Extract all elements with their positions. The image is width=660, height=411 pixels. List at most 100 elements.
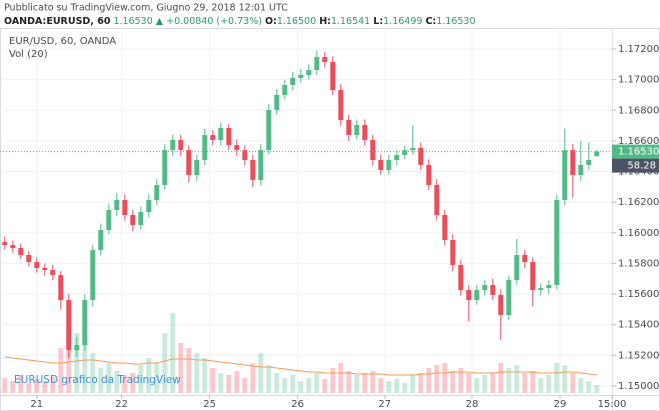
volume-bar (82, 338, 88, 393)
volume-bar (186, 348, 192, 393)
volume-bar (242, 378, 248, 393)
candle-body (482, 285, 488, 291)
last-price: 1.16530 (113, 16, 152, 27)
volume-bar (434, 365, 440, 393)
candle-body (162, 150, 168, 186)
volume-bar (370, 371, 376, 393)
candle-body (290, 77, 296, 85)
volume-bar (74, 333, 80, 393)
grid (0, 28, 613, 395)
volume-bar (322, 379, 328, 393)
y-tick-label: 1.15000 (618, 381, 659, 392)
change: ▲ +0.00840 (+0.73%) (156, 16, 262, 27)
candle-body (274, 94, 280, 110)
candle-body (122, 200, 128, 216)
candle-body (258, 150, 264, 180)
volume-bar (282, 378, 288, 393)
candle-body (242, 150, 248, 161)
candle-body (578, 164, 584, 176)
candle-body (362, 124, 368, 140)
candle-body (106, 209, 112, 231)
candle-body (466, 290, 472, 301)
candle-body (306, 69, 312, 76)
open-label: O: (265, 16, 277, 27)
axes-layer: 1.172001.170001.168001.166001.164001.162… (30, 44, 659, 410)
last-price-label: 1.16530 (618, 147, 659, 158)
volume-bar (226, 375, 232, 393)
candle-body (50, 270, 56, 276)
x-tick-label: 29 (554, 399, 567, 410)
candle-body (402, 150, 408, 155)
volume-bar (266, 365, 272, 393)
candle-body (74, 345, 80, 351)
candle-body (554, 200, 560, 286)
candle-body (178, 139, 184, 151)
volume-bar (162, 333, 168, 393)
volume-layer (2, 313, 600, 393)
volume-bar (586, 381, 592, 393)
volume-bar (378, 378, 384, 393)
y-tick-label: 1.17000 (618, 75, 659, 86)
candle-body (474, 290, 480, 301)
candle-body (450, 239, 456, 265)
candle-layer (0, 50, 612, 359)
volume-bar (42, 381, 48, 393)
open-value: 1.16500 (277, 16, 316, 27)
volume-bar (554, 363, 560, 393)
y-tick-label: 1.15800 (618, 258, 659, 269)
volume-bar (418, 373, 424, 393)
volume-bar (202, 358, 208, 393)
volume-bar (490, 373, 496, 393)
volume-ma-line (4, 356, 597, 376)
volume-bar (2, 378, 8, 393)
x-tick-label: 22 (115, 399, 128, 410)
candle-body (322, 56, 328, 63)
candle-body (594, 151, 600, 157)
candle-body (354, 124, 360, 136)
candle-body (90, 250, 96, 301)
low-value: 1.16499 (383, 16, 422, 27)
volume-bar (354, 375, 360, 393)
candle-body (194, 160, 200, 176)
candle-body (98, 230, 104, 251)
candle-body (58, 275, 64, 301)
candle-body (282, 84, 288, 95)
candle-body (386, 160, 392, 170)
candle-body (130, 215, 136, 225)
x-tick-label: 15:00 (598, 399, 627, 410)
y-tick-label: 1.16200 (618, 197, 659, 208)
candle-body (562, 150, 568, 201)
close-label: C: (425, 16, 436, 27)
volume-bar (314, 373, 320, 393)
candle-body (170, 139, 176, 151)
volume-bar (458, 368, 464, 393)
volume-bar (562, 365, 568, 393)
volume-bar (170, 313, 176, 393)
volume-bar (10, 381, 16, 393)
candle-body (186, 150, 192, 176)
volume-bar (394, 379, 400, 393)
volume-bar (18, 375, 24, 393)
candle-body (570, 150, 576, 176)
y-tick-label: 1.16000 (618, 228, 659, 239)
symbol-line: OANDA:EURUSD, 60 1.16530 ▲ +0.00840 (+0.… (4, 16, 476, 27)
candle-body (394, 154, 400, 161)
volume-bar (578, 378, 584, 393)
x-tick-label: 21 (30, 399, 43, 410)
volume-bar (98, 368, 104, 393)
y-tick-label: 1.15600 (618, 289, 659, 300)
volume-bar (570, 373, 576, 393)
candle-body (226, 128, 232, 146)
candle-body (410, 147, 416, 151)
watermark: EURUSD grafico da TradingView (14, 374, 181, 386)
volume-bar (530, 371, 536, 393)
volume-bar (426, 368, 432, 393)
last-price-box (612, 144, 659, 159)
volume-bar (346, 371, 352, 393)
candle-body (522, 255, 528, 263)
volume-bar (498, 363, 504, 393)
x-tick-label: 25 (203, 399, 216, 410)
volume-bar (130, 373, 136, 393)
volume-legend: Vol (20) (9, 49, 48, 60)
